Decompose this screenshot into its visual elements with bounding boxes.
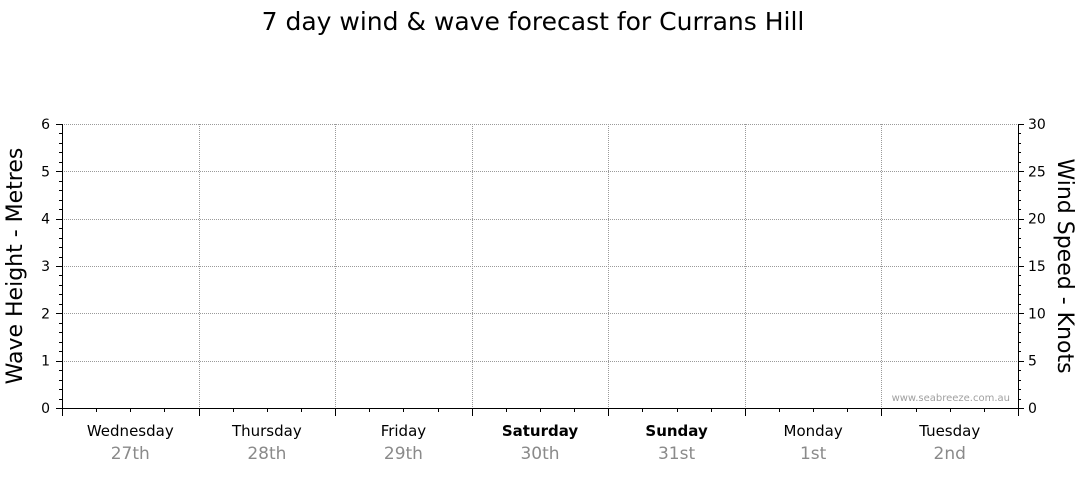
- x-day-name-label: Monday: [784, 422, 843, 440]
- grid-layer: [62, 124, 1018, 408]
- y-right-tick-label: 5: [1028, 354, 1037, 370]
- y-left-tick-label: 1: [41, 354, 50, 370]
- x-day-name-label: Wednesday: [87, 422, 174, 440]
- y-right-tick-label: 25: [1028, 164, 1046, 180]
- label-layer: 0 1 2 3 4 5 6 0 5 10 15 20 25 30 Wednesday 27th Thursday…: [41, 117, 1046, 464]
- x-day-date-label: 30th: [520, 444, 559, 464]
- x-day-date-label: 29th: [384, 444, 423, 464]
- x-day-date-label: 28th: [247, 444, 286, 464]
- y-left-tick-label: 2: [41, 306, 50, 322]
- y-right-tick-label: 0: [1028, 401, 1037, 417]
- y-axis-left-label: Wave Height - Metres: [3, 148, 28, 385]
- y-right-tick-label: 20: [1028, 212, 1046, 228]
- y-right-tick-label: 30: [1028, 117, 1046, 133]
- watermark: www.seabreeze.com.au: [892, 393, 1010, 404]
- x-day-date-label: 1st: [800, 444, 827, 464]
- x-day-name-label: Friday: [381, 422, 427, 440]
- y-left-tick-label: 5: [41, 164, 50, 180]
- x-day-name-label: Tuesday: [918, 422, 980, 440]
- axis-layer: [56, 124, 1024, 416]
- y-right-tick-label: 15: [1028, 259, 1046, 275]
- x-day-name-label: Saturday: [502, 422, 579, 440]
- x-day-name-label: Thursday: [231, 422, 302, 440]
- x-day-date-label: 31st: [658, 444, 695, 464]
- y-axis-right-label: Wind Speed - Knots: [1052, 158, 1077, 373]
- x-day-name-label: Sunday: [645, 422, 708, 440]
- y-right-tick-label: 10: [1028, 306, 1046, 322]
- chart-title: 7 day wind & wave forecast for Currans H…: [262, 7, 805, 36]
- y-left-tick-label: 4: [41, 212, 50, 228]
- y-left-tick-label: 0: [41, 401, 50, 417]
- x-day-date-label: 2nd: [934, 444, 966, 464]
- x-day-date-label: 27th: [111, 444, 150, 464]
- y-left-tick-label: 3: [41, 259, 50, 275]
- y-left-tick-label: 6: [41, 117, 50, 133]
